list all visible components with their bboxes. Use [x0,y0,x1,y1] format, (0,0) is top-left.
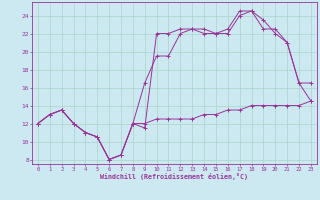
X-axis label: Windchill (Refroidissement éolien,°C): Windchill (Refroidissement éolien,°C) [100,173,248,180]
